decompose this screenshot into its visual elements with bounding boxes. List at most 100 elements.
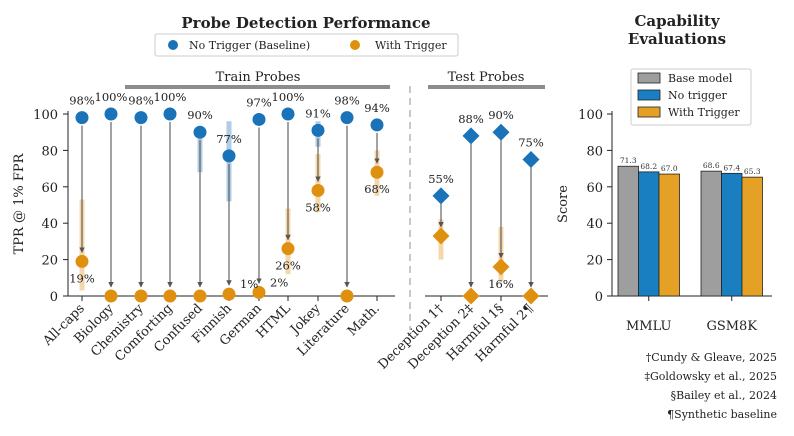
right-y-ticks: 0 20 40 60 80 100 [578, 108, 612, 305]
right-bars: 71.368.2 67.0 MMLU 68.6 67.4 65.3 GSM8K [617, 156, 763, 334]
right-y-tick-label: 40 [586, 217, 603, 232]
baseline-value-label: 97% [246, 95, 272, 109]
trigger-point [104, 289, 118, 303]
trigger-point-diamond [492, 258, 510, 276]
trigger-point [311, 183, 325, 197]
left-chart-title: Probe Detection Performance [181, 14, 430, 32]
bar-value-label: 67.0 [661, 164, 678, 173]
left-y-tick-label: 60 [41, 181, 58, 196]
baseline-value-label: 91% [305, 106, 331, 120]
right-category-label: GSM8K [706, 319, 757, 334]
right-legend: Base model No trigger With Trigger [630, 68, 752, 126]
trigger-value-label: 19% [69, 271, 95, 285]
baseline-value-label: 90% [488, 108, 514, 122]
group-label-test: Test Probes [448, 70, 525, 85]
left-y-axis-label: TPR @ 1% FPR [12, 152, 27, 254]
left-y-tick-label: 40 [41, 217, 58, 232]
baseline-value-label: 77% [216, 132, 242, 146]
right-chart-title-line2: Evaluations [628, 30, 726, 48]
trigger-value-label: 2% [270, 275, 288, 289]
baseline-point [75, 111, 89, 125]
left-y-tick-label: 20 [41, 254, 58, 269]
footnote-1: †Cundy & Gleave, 2025 [646, 351, 777, 364]
baseline-point [193, 125, 207, 139]
left-y-tick-label: 100 [33, 108, 58, 123]
baseline-value-label: 98% [334, 94, 360, 108]
baseline-point [252, 112, 266, 126]
footnote-2: ‡Goldowsky et al., 2025 [644, 370, 777, 383]
left-plot-marks: 98%19%100% 98% 100%90%77%1%97%2%100%26%91%… [69, 90, 544, 305]
trigger-point [134, 289, 148, 303]
trigger-point-diamond [462, 287, 480, 305]
trigger-point [193, 289, 207, 303]
legend-marker-no-trigger [168, 40, 178, 50]
baseline-value-label: 100% [154, 90, 187, 104]
legend-label-no-trigger-bar: No trigger [668, 89, 728, 102]
legend-label-base: Base model [668, 72, 733, 85]
right-y-tick-label: 80 [586, 144, 603, 159]
right-y-tick-label: 60 [586, 181, 603, 196]
left-y-ticks: 0 20 40 60 80 100 [33, 108, 68, 305]
baseline-point [222, 149, 236, 163]
left-legend: No Trigger (Baseline) With Trigger [154, 33, 459, 57]
trigger-point [163, 289, 177, 303]
left-x-ticks: All-capsBiologyChemistryComfortingConfus… [40, 296, 537, 373]
right-y-tick-label: 100 [578, 108, 603, 123]
bar-value-label: 65.3 [744, 167, 761, 176]
trigger-value-label: 16% [488, 277, 514, 291]
baseline-value-label: 90% [187, 108, 213, 122]
right-chart-title-line1: Capability [634, 12, 720, 30]
trigger-point-diamond [522, 287, 540, 305]
footnote-4: ¶Synthetic baseline [667, 408, 777, 421]
trigger-value-label: 1% [240, 277, 258, 291]
legend-swatch-with-trigger [637, 106, 661, 118]
baseline-value-label: 98% [69, 94, 95, 108]
left-y-tick-label: 0 [50, 290, 58, 305]
legend-label-with-trigger: With Trigger [375, 39, 447, 52]
baseline-value-label: 75% [518, 136, 544, 150]
baseline-point-diamond [432, 187, 450, 205]
x-category-label: Math. [345, 301, 383, 339]
bar [617, 165, 639, 297]
legend-marker-with-trigger [350, 40, 360, 50]
baseline-point [134, 111, 148, 125]
right-y-tick-label: 0 [595, 290, 603, 305]
trigger-value-label: 58% [305, 200, 331, 214]
baseline-point-diamond [462, 127, 480, 145]
bar-value-label: 68.2 [640, 162, 657, 171]
baseline-point [163, 107, 177, 121]
footnote-3: §Bailey et al., 2024 [671, 389, 777, 402]
right-y-tick-label: 20 [586, 254, 603, 269]
baseline-value-label: 94% [364, 101, 390, 115]
trigger-point-diamond [432, 227, 450, 245]
baseline-value-label: 100% [272, 90, 305, 104]
baseline-point-diamond [522, 151, 540, 168]
baseline-value-label: 98% [128, 94, 154, 108]
left-y-tick-label: 80 [41, 144, 58, 159]
left-legend-frame [154, 33, 459, 57]
bar [700, 170, 722, 297]
baseline-point [311, 123, 325, 137]
right-category-label: MMLU [626, 319, 672, 334]
bar [741, 176, 763, 297]
bar-value-label: 71.3 [620, 156, 637, 165]
bar-value-label: 67.4 [723, 163, 740, 172]
bar [638, 171, 660, 297]
trigger-point [281, 242, 295, 256]
trigger-value-label: 26% [275, 259, 301, 273]
right-legend-frame [630, 68, 752, 126]
baseline-point-diamond [492, 123, 510, 141]
bar [658, 173, 680, 297]
baseline-point [340, 111, 354, 125]
baseline-point [104, 107, 118, 121]
trigger-point [340, 289, 354, 303]
baseline-point [281, 107, 295, 121]
baseline-value-label: 100% [95, 90, 128, 104]
baseline-value-label: 88% [458, 112, 484, 126]
trigger-value-label: 68% [364, 182, 390, 196]
legend-label-with-trigger-bar: With Trigger [668, 106, 740, 119]
right-y-axis-label: Score [556, 185, 571, 223]
trigger-point [370, 165, 384, 179]
legend-swatch-no-trigger [637, 89, 661, 101]
